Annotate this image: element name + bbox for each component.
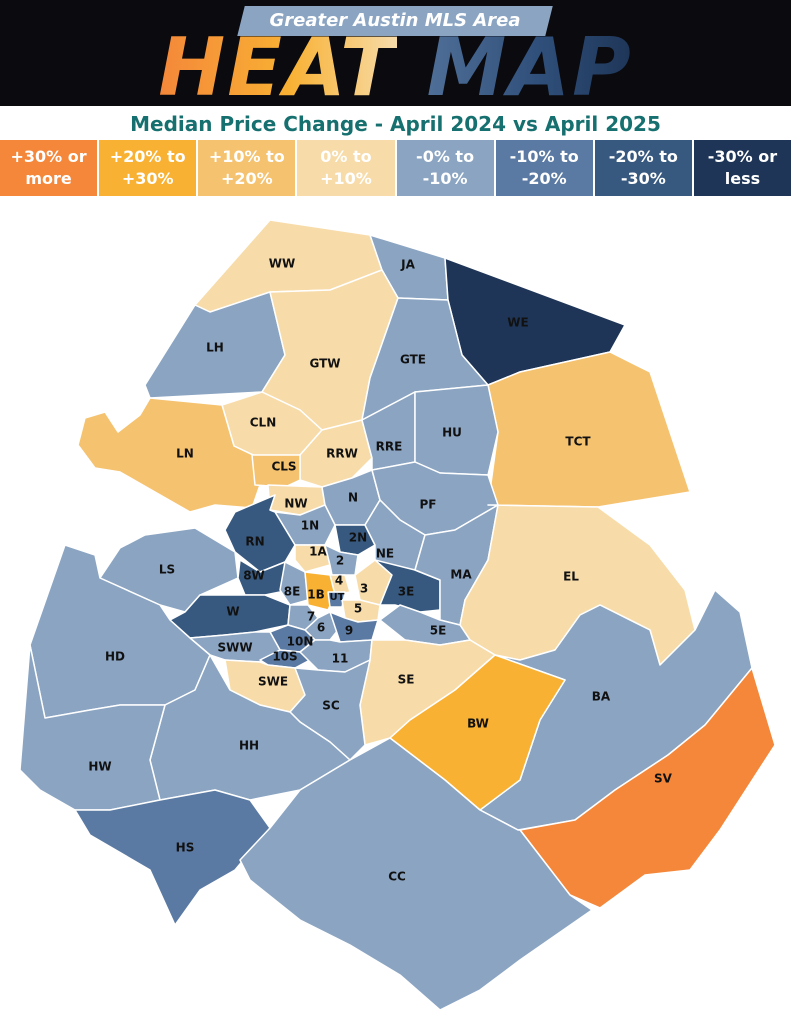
area-2n xyxy=(334,524,376,556)
area-label-3: 3 xyxy=(360,582,368,596)
area-label-5e: 5E xyxy=(430,624,447,638)
area-sv xyxy=(519,667,776,909)
area-hw xyxy=(19,644,166,811)
area-cc xyxy=(239,737,593,1011)
area-label-rn: RN xyxy=(245,535,264,549)
area-tct xyxy=(487,351,691,508)
area-label-ut: UT xyxy=(330,592,345,603)
area-label-1a: 1A xyxy=(309,545,327,559)
area-label-swe: SWE xyxy=(258,675,288,689)
area-label-ba: BA xyxy=(592,690,611,704)
area-label-rrw: RRW xyxy=(326,447,358,461)
area-label-2n: 2N xyxy=(349,531,367,545)
area-rn xyxy=(224,494,296,573)
legend-item: 0% to +10% xyxy=(297,140,397,196)
area-label-ww: WW xyxy=(269,257,295,271)
area-cls xyxy=(251,454,301,488)
area-label-ja: JA xyxy=(400,258,415,272)
mls-area-map: WW JA WE LH GTW GTE TCT CLN LN RRW RRE HU CLS NW N PF 1N… xyxy=(19,219,776,1011)
area-label-el: EL xyxy=(563,570,579,584)
area-label-ln: LN xyxy=(176,447,194,461)
area-label-lh: LH xyxy=(206,341,224,355)
area-label-sww: SWW xyxy=(217,641,252,655)
header-band: Greater Austin MLS Area HEAT MAP xyxy=(0,0,791,110)
area-label-8e: 8E xyxy=(284,585,301,599)
area-label-rre: RRE xyxy=(376,440,403,454)
area-ut xyxy=(327,591,346,608)
area-1a xyxy=(294,544,331,573)
area-label-8w: 8W xyxy=(243,569,265,583)
area-label-hu: HU xyxy=(442,426,462,440)
area-label-7: 7 xyxy=(307,610,315,624)
area-label-5: 5 xyxy=(354,602,362,616)
legend-item: -30% or less xyxy=(693,140,791,196)
area-ls xyxy=(99,527,239,613)
area-label-pf: PF xyxy=(420,498,437,512)
heat-map-title: HEAT MAP xyxy=(0,26,791,110)
area-label-6: 6 xyxy=(317,621,325,635)
area-label-nw: NW xyxy=(284,497,307,511)
area-label-we: WE xyxy=(507,316,528,330)
area-label-1n: 1N xyxy=(301,519,319,533)
area-label-hs: HS xyxy=(176,841,195,855)
legend-item: -20% to -30% xyxy=(594,140,694,196)
color-legend: +30% or more +20% to +30% +10% to +20% 0… xyxy=(0,140,791,196)
legend-item: +20% to +30% xyxy=(99,140,199,196)
area-label-10n: 10N xyxy=(287,635,314,649)
title-map-word: MAP xyxy=(426,21,633,114)
area-8e xyxy=(279,561,309,606)
area-label-9: 9 xyxy=(345,624,353,638)
area-label-w: W xyxy=(226,605,239,619)
legend-item: -10% to -20% xyxy=(495,140,595,196)
area-label-n: N xyxy=(348,491,358,505)
area-label-tct: TCT xyxy=(565,435,591,449)
area-label-ls: LS xyxy=(159,563,175,577)
area-label-hh: HH xyxy=(239,739,259,753)
area-label-11: 11 xyxy=(332,652,349,666)
area-label-se: SE xyxy=(398,673,415,687)
area-label-hd: HD xyxy=(105,650,125,664)
area-label-cc: CC xyxy=(388,870,406,884)
banner-title: Greater Austin MLS Area xyxy=(241,6,549,36)
area-label-sv: SV xyxy=(654,772,673,786)
area-label-cln: CLN xyxy=(250,416,277,430)
legend-item: -0% to -10% xyxy=(396,140,496,196)
area-label-hw: HW xyxy=(88,760,111,774)
area-label-gtw: GTW xyxy=(309,357,340,371)
area-label-3e: 3E xyxy=(398,585,415,599)
area-label-ne: NE xyxy=(376,547,394,561)
title-heat-word: HEAT xyxy=(158,21,397,114)
area-label-2: 2 xyxy=(336,554,344,568)
legend-item: +10% to +20% xyxy=(198,140,298,196)
area-hs xyxy=(74,789,271,926)
area-sc xyxy=(289,659,371,761)
legend-item: +30% or more xyxy=(0,140,100,196)
area-label-10s: 10S xyxy=(272,650,297,664)
area-label-gte: GTE xyxy=(400,353,426,367)
area-label-cls: CLS xyxy=(271,460,296,474)
area-label-ma: MA xyxy=(450,568,472,582)
map-subtitle: Median Price Change - April 2024 vs Apri… xyxy=(130,112,661,136)
area-label-4: 4 xyxy=(335,574,343,588)
area-label-sc: SC xyxy=(322,699,340,713)
area-label-bw: BW xyxy=(467,717,489,731)
area-ln xyxy=(77,397,269,513)
area-label-1b: 1B xyxy=(307,588,325,602)
